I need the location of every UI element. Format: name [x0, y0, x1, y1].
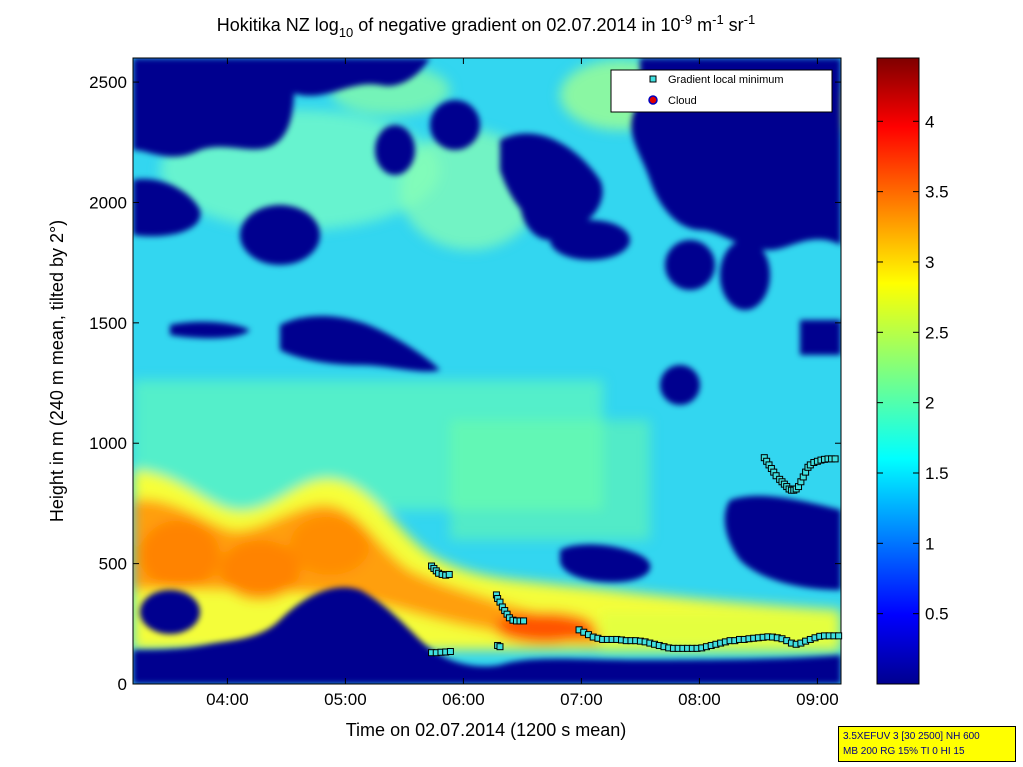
- colorbar-tick-label: 1.5: [925, 464, 949, 483]
- y-axis: 0 500 1000 1500 2000 2500: [89, 73, 841, 694]
- info-line-1: 3.5XEFUV 3 [30 2500] NH 600: [843, 731, 980, 742]
- y-tick-label: 2500: [89, 73, 127, 92]
- scatter-points: [428, 454, 843, 657]
- colorbar-tick-label: 0.5: [925, 605, 949, 624]
- colorbar-tick-label: 2: [925, 394, 934, 413]
- y-tick-label: 1000: [89, 434, 127, 453]
- colorbar-tick-label: 3: [925, 253, 934, 272]
- y-tick-label: 2000: [89, 193, 127, 212]
- gradient-minimum-point: [835, 632, 843, 640]
- legend-square-marker: [649, 75, 657, 83]
- plot-frame: [132, 57, 842, 685]
- heatmap: [133, 58, 841, 684]
- y-tick-label: 500: [99, 555, 127, 574]
- x-axis: 04:00 05:00 06:00 07:00 08:00 09:00: [206, 58, 839, 709]
- heatmap-low-regions: [133, 58, 841, 684]
- heatmap-field: [133, 60, 841, 652]
- colorbar-tick-label: 3.5: [925, 183, 949, 202]
- x-tick-label: 08:00: [678, 690, 721, 709]
- info-line-2: MB 200 RG 15% TI 0 HI 15: [843, 746, 965, 757]
- gradient-minimum-point: [446, 647, 454, 655]
- chart-title: Hokitika NZ log10 of negative gradient o…: [217, 12, 755, 40]
- x-tick-label: 06:00: [442, 690, 485, 709]
- gradient-minimum-point: [445, 570, 453, 578]
- x-tick-label: 04:00: [206, 690, 249, 709]
- legend-entry-gradient: Gradient local minimum: [668, 74, 784, 86]
- y-tick-label: 0: [118, 675, 127, 694]
- gradient-minimum-point: [520, 617, 528, 625]
- x-tick-label: 05:00: [324, 690, 367, 709]
- colorbar-tick-label: 4: [925, 112, 934, 131]
- gradient-minimum-point: [496, 643, 504, 651]
- x-tick-label: 07:00: [560, 690, 603, 709]
- y-tick-label: 1500: [89, 314, 127, 333]
- colorbar: [876, 57, 920, 685]
- info-box: 3.5XEFUV 3 [30 2500] NH 600 MB 200 RG 15…: [838, 726, 1016, 762]
- gradient-minimum-point: [831, 455, 839, 463]
- colorbar-axis: 0.5 1 1.5 2 2.5 3 3.5 4: [877, 112, 949, 624]
- legend-entry-cloud: Cloud: [668, 95, 697, 107]
- x-axis-label: Time on 02.07.2014 (1200 s mean): [346, 720, 627, 740]
- legend: Gradient local minimum Cloud: [610, 69, 833, 113]
- colorbar-tick-label: 1: [925, 534, 934, 553]
- x-tick-label: 09:00: [796, 690, 839, 709]
- legend-box: [610, 69, 833, 113]
- legend-circle-marker: [648, 95, 658, 105]
- gradient-minimum-point: [772, 472, 780, 480]
- y-axis-label: Height in m (240 m mean, tilted by 2°): [47, 220, 67, 522]
- colorbar-tick-label: 2.5: [925, 323, 949, 342]
